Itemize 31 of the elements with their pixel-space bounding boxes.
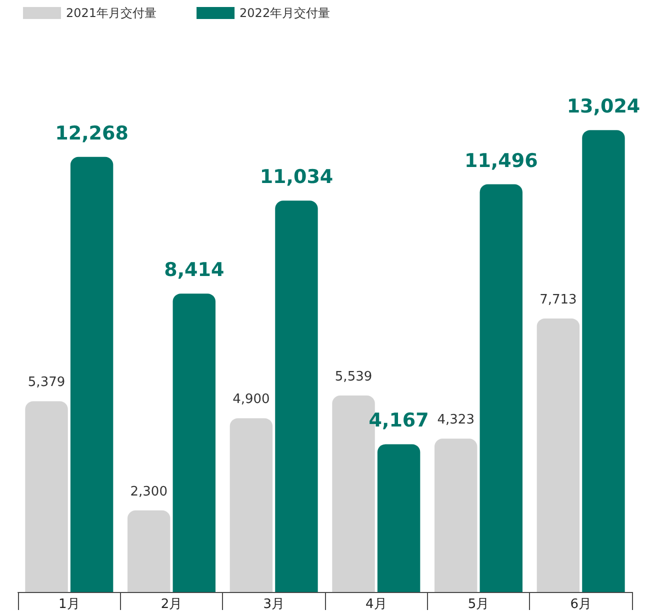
x-tick-label: 1月 bbox=[58, 597, 80, 612]
bar bbox=[275, 200, 318, 592]
bar bbox=[127, 510, 170, 592]
data-label: 4,900 bbox=[232, 392, 270, 408]
x-tick-label: 6月 bbox=[570, 597, 592, 612]
bar bbox=[377, 444, 420, 592]
bar bbox=[70, 156, 114, 592]
data-label: 12,268 bbox=[55, 122, 128, 144]
bar bbox=[230, 418, 273, 592]
data-label: 5,379 bbox=[28, 375, 66, 390]
data-label: 4,167 bbox=[368, 410, 429, 432]
bar bbox=[536, 318, 580, 592]
data-label: 11,034 bbox=[260, 166, 334, 188]
x-tick-label: 2月 bbox=[160, 597, 182, 612]
data-label: 8,414 bbox=[164, 259, 224, 282]
legend-label: 2021年月交付量 bbox=[66, 6, 157, 20]
data-label: 7,713 bbox=[540, 292, 577, 308]
data-label: 2,300 bbox=[130, 484, 168, 500]
bar bbox=[480, 184, 523, 592]
bar bbox=[582, 130, 625, 592]
x-tick-label: 5月 bbox=[468, 597, 490, 612]
data-label: 5,539 bbox=[334, 370, 372, 385]
data-label: 4,323 bbox=[437, 412, 474, 428]
data-label: 13,024 bbox=[566, 96, 640, 118]
x-tick-label: 3月 bbox=[263, 597, 284, 612]
bar bbox=[172, 294, 216, 592]
bar bbox=[434, 438, 478, 592]
bar bbox=[25, 401, 68, 592]
x-tick-label: 4月 bbox=[366, 597, 387, 612]
legend-label: 2022年月交付量 bbox=[240, 6, 330, 20]
data-label: 11,496 bbox=[464, 150, 538, 172]
